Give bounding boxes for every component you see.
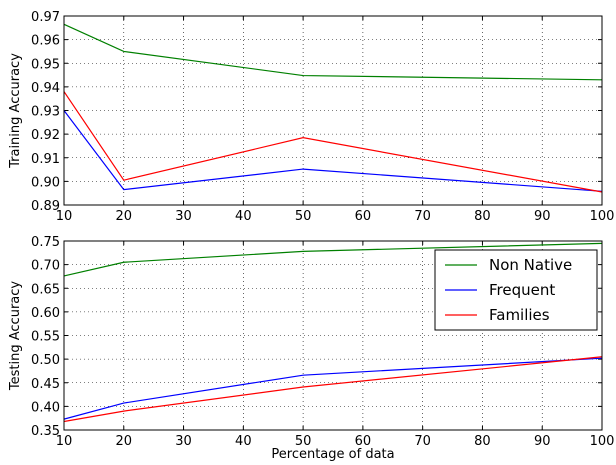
series-line-frequent [63, 357, 603, 420]
series-line-non-native [63, 23, 603, 81]
legend: Non Native Frequent Families [434, 249, 598, 331]
y-tick-label: 0.94 [31, 81, 60, 96]
y-tick-label: 0.96 [31, 34, 60, 49]
x-tick-label: 30 [175, 434, 192, 449]
series-line-families [63, 91, 603, 193]
x-tick-label: 60 [355, 209, 372, 224]
y-tick-label: 0.50 [31, 353, 60, 368]
y-tick-label: 0.75 [31, 235, 60, 250]
x-tick-label: 10 [56, 209, 73, 224]
y-tick-label: 0.93 [31, 105, 60, 120]
legend-label: Frequent [489, 281, 555, 299]
y-tick-label: 0.70 [31, 259, 60, 274]
series-line-frequent [63, 110, 603, 192]
y-tick-label: 0.45 [31, 377, 60, 392]
series-line-non-native [63, 242, 603, 277]
x-tick-label: 60 [355, 434, 372, 449]
y-axis-label: Training Accuracy [8, 53, 23, 169]
y-tick-label: 0.60 [31, 306, 60, 321]
axes-frame [63, 240, 603, 431]
chart-panel-2: 10 20 30 40 50 60 70 80 90 100 0.35 0.40 0.45 0.50 0.5… [8, 235, 614, 462]
x-tick-label: 40 [235, 209, 252, 224]
x-tick-label: 100 [590, 209, 615, 224]
x-tick-label: 80 [474, 209, 491, 224]
x-tick-label: 50 [295, 209, 312, 224]
x-tick-label: 20 [116, 434, 133, 449]
legend-label: Non Native [489, 256, 572, 274]
series-line-families [63, 356, 603, 423]
x-tick-label: 30 [175, 209, 192, 224]
y-tick-label: 0.35 [31, 424, 60, 439]
y-tick-label: 0.92 [31, 128, 60, 143]
y-axis-label: Testing Accuracy [8, 281, 23, 391]
x-tick-label: 90 [534, 209, 551, 224]
x-tick-label: 50 [295, 434, 312, 449]
x-tick-label: 100 [590, 434, 615, 449]
x-tick-label: 90 [534, 434, 551, 449]
x-tick-label: 70 [414, 434, 431, 449]
x-tick-label: 70 [414, 209, 431, 224]
y-tick-label: 0.90 [31, 175, 60, 190]
y-tick-label: 0.55 [31, 330, 60, 345]
y-tick-label: 0.40 [31, 400, 60, 415]
x-tick-label: 40 [235, 434, 252, 449]
legend-label: Families [489, 306, 550, 324]
y-tick-label: 0.97 [31, 10, 60, 25]
x-tick-label: 20 [116, 209, 133, 224]
y-tick-label: 0.89 [31, 199, 60, 214]
y-tick-label: 0.91 [31, 152, 60, 167]
x-axis-label: Percentage of data [271, 447, 394, 462]
axes-frame [63, 15, 603, 206]
x-tick-label: 10 [56, 434, 73, 449]
chart-panel-1: 10 20 30 40 50 60 70 80 90 100 0.89 0.90 0.91 0.92 0.9… [8, 10, 614, 224]
x-tick-label: 80 [474, 434, 491, 449]
y-tick-label: 0.65 [31, 282, 60, 297]
y-tick-label: 0.95 [31, 57, 60, 72]
